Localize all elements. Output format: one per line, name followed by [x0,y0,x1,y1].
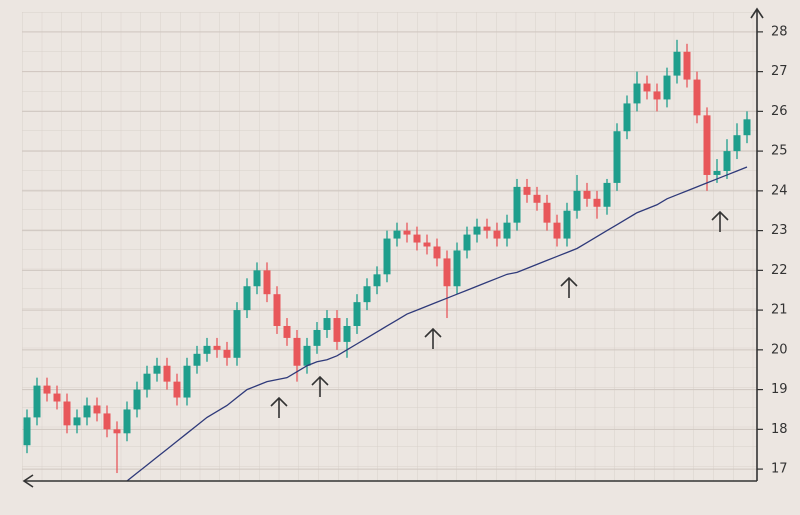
candle-body [553,222,561,239]
candle-body [393,230,401,239]
candle-body [463,234,471,251]
arrow [560,276,578,298]
candle-body [583,190,591,199]
candle-body [493,230,501,239]
candle-body [173,381,181,398]
candle-body [123,409,131,434]
candle-body [603,182,611,207]
arrow [711,210,729,232]
candle-body [213,345,221,350]
candle-body [223,349,231,358]
candle-body [353,302,361,326]
candle-body [673,51,681,76]
plot [22,31,757,482]
axes [22,7,764,488]
candle-body [333,318,341,342]
y-tick-label: 20 [771,342,788,357]
candle-body [73,417,81,426]
candle-body [593,198,601,207]
y-tick-label: 19 [771,382,788,397]
y-tick-label: 24 [771,183,788,198]
candle-body [473,226,481,235]
candle-body [433,246,441,259]
candle-body [53,393,61,402]
candle-body [43,385,51,394]
candle-body [693,79,701,116]
candle-body [573,190,581,211]
candle-body [543,202,551,223]
candle-body [93,405,101,414]
candle-body [253,270,261,287]
candle-body [453,250,461,287]
candle-body [303,345,311,366]
candle-body [363,286,371,303]
candle-body [643,83,651,92]
candle-body [83,405,91,418]
candle-body [513,186,521,223]
candle-body [153,365,161,374]
candle-body [653,91,661,100]
y-tick-label: 26 [771,104,788,119]
candle-body [293,337,301,366]
candle-body [63,401,71,426]
y-tick-label: 27 [771,64,788,79]
candle-body [413,234,421,243]
candle-body [483,226,491,231]
candle-body [383,238,391,275]
y-tick-label: 25 [771,144,788,159]
candle-body [563,210,571,239]
moving-average-line [126,166,748,482]
candle-body [533,194,541,203]
candle-body [263,270,271,295]
candle-body [33,385,41,418]
y-tick-label: 18 [771,422,788,437]
candle-body [733,135,741,152]
arrow [424,327,442,349]
candle-body [423,242,431,247]
candle-body [143,373,151,390]
y-axis-arrow [750,7,764,19]
y-tick-label: 23 [771,223,788,238]
candle-body [233,310,241,358]
candle-body [163,365,171,382]
candle-body [273,294,281,326]
support-arrows [270,210,729,418]
candle-body [633,83,641,104]
candle-body [343,325,351,342]
candle-body [503,222,511,239]
candle-body [203,345,211,354]
candle-body [313,329,321,346]
candle-body [743,119,751,136]
y-tick-label: 21 [771,303,788,318]
candle-body [683,51,691,80]
candle-body [403,230,411,235]
y-tick-label: 17 [771,462,788,477]
candle-body [623,103,631,132]
y-tick-label: 28 [771,24,788,39]
candle-body [613,131,621,183]
candle-body [723,151,731,171]
candle-body [103,413,111,430]
candle-body [703,115,711,175]
arrow [311,375,329,397]
y-tick-label: 22 [771,263,788,278]
x-axis-arrow [22,474,34,488]
candle-body [663,75,671,100]
candle-body [183,365,191,398]
candle-body [373,274,381,287]
candle-body [243,286,251,311]
candle-body [713,170,721,175]
candle-body [443,258,451,287]
candle-body [193,353,201,366]
candle-body [133,389,141,410]
candle-body [523,186,531,195]
arrow [270,396,288,418]
candle-body [323,318,331,330]
candle-body [113,429,121,434]
candle-body [283,325,291,338]
candle-body [23,417,31,446]
